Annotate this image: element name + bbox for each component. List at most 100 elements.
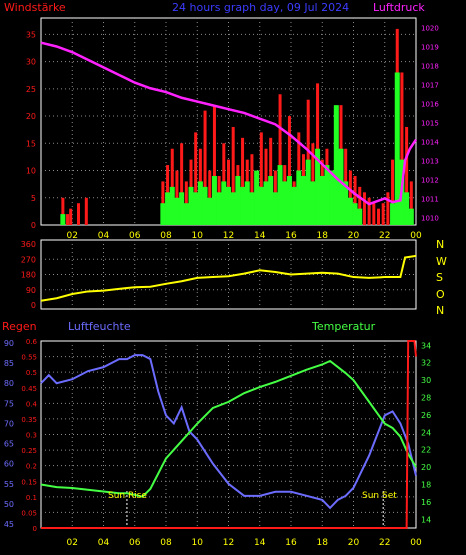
y-tick-label-rain: 0.35 (21, 416, 37, 424)
wind-speed-bar (259, 132, 263, 225)
y-tick-label-wind: 20 (26, 112, 36, 121)
wind-speed-bar (66, 214, 70, 225)
axis-ticks: 0510152025303510101011101210131014101510… (26, 24, 440, 241)
x-tick-label: 06 (129, 538, 141, 548)
wind-gust-bar (254, 170, 260, 225)
y-tick-label-direction: 0 (31, 301, 36, 310)
y-tick-label-temperature: 28 (421, 394, 431, 403)
wind-gust-bar (408, 208, 414, 225)
wind-gust-bar (291, 186, 297, 225)
x-tick-label: 02 (67, 231, 78, 241)
wind-gust-bar (277, 165, 283, 225)
x-tick-label: 08 (160, 538, 172, 548)
y-tick-label-temperature: 18 (421, 481, 431, 490)
y-tick-label-rain: 0.1 (26, 494, 37, 502)
wind-speed-bar (362, 192, 366, 225)
wind-pressure-panel: 0510152025303510101011101210131014101510… (4, 1, 439, 241)
wind-gust-bar (338, 148, 344, 225)
luftfeuchte-title: Luftfeuchte (68, 320, 131, 333)
y-tick-label-wind: 10 (26, 167, 36, 176)
x-tick-label: 20 (348, 538, 360, 548)
wind-speed-bar (372, 203, 376, 225)
y-tick-label-direction: 90 (26, 286, 36, 295)
axis-ticks: 45 50 55 60 65 70 75 80 85 90 0 0.05 0.1 0.15 0.2 0.25 0… (4, 338, 431, 548)
y-tick-label-pressure: 1019 (421, 43, 439, 51)
wind-gust-bar (221, 181, 227, 225)
y-tick-label-humidity: 70 (4, 419, 14, 428)
wind-speed-bar (180, 143, 184, 225)
y-tick-label-humidity: 85 (4, 359, 14, 368)
wind-direction-panel: 0 90 180 270 360 N W S O N (21, 238, 447, 317)
chart-title: 24 hours graph day, 09 Jul 2024 (172, 1, 349, 14)
y-tick-label-humidity: 75 (4, 399, 14, 408)
wind-gust-bar (263, 181, 269, 225)
wind-gust-bar (286, 175, 292, 225)
wind-gust-bar (319, 175, 325, 225)
wind-speed-bar (241, 137, 245, 225)
wind-gust-bar (174, 197, 180, 225)
wind-gust-bar (301, 175, 306, 225)
wind-gust-bar (357, 208, 363, 225)
wind-gust-bar (258, 186, 264, 225)
y-tick-label-pressure: 1012 (421, 176, 439, 184)
wind-speed-bar (84, 197, 88, 225)
y-tick-label-rain: 0.05 (21, 509, 37, 517)
wind-speed-bar (381, 203, 385, 225)
x-tick-label: 14 (254, 231, 266, 241)
x-tick-label: 00 (410, 538, 422, 548)
y-tick-label-wind: 15 (26, 139, 36, 148)
wind-speed-bar (203, 110, 207, 225)
y-tick-label-temperature: 20 (421, 463, 431, 472)
y-tick-label-pressure: 1020 (421, 24, 439, 32)
y-tick-label-pressure: 1015 (421, 119, 439, 127)
wind-gust-bar (282, 181, 288, 225)
x-tick-label: 14 (254, 538, 266, 548)
wind-gust-bar (216, 192, 222, 225)
wind-gust-bar (305, 159, 311, 225)
x-tick-label: 02 (67, 538, 78, 548)
wind-speed-bar (377, 208, 380, 225)
y-tick-label-temperature: 32 (421, 359, 431, 368)
wind-gust-bar (165, 192, 171, 225)
y-tick-label-pressure: 1018 (421, 62, 439, 70)
y-tick-label-pressure: 1016 (421, 100, 439, 108)
y-tick-label-rain: 0.6 (26, 338, 38, 346)
wind-gust-bar (333, 105, 339, 225)
x-tick-label: 16 (285, 231, 297, 241)
wind-gust-bar (179, 192, 185, 225)
y-tick-label-wind: 5 (31, 194, 36, 203)
y-tick-label-rain: 0.55 (21, 354, 37, 362)
wind-gust-bar (226, 186, 231, 225)
humidity-line (40, 354, 417, 510)
rain-humidity-temperature-panel: 45 50 55 60 65 70 75 80 85 90 0 0.05 0.1 0.15 0.2 0.25 0… (2, 320, 431, 548)
y-tick-label-temperature: 16 (421, 498, 431, 507)
wind-gust-bar (183, 203, 189, 225)
wind-speed-bar (391, 159, 395, 225)
dir-label-o: O (436, 288, 445, 301)
y-tick-label-wind: 30 (26, 58, 36, 67)
y-tick-label-direction: 270 (21, 255, 36, 264)
y-tick-label-temperature: 34 (421, 341, 431, 350)
wind-gust-bar (207, 197, 213, 225)
y-tick-label-pressure: 1010 (421, 214, 439, 222)
dir-label-n2: N (436, 304, 444, 317)
wind-gust-bar (230, 192, 236, 225)
x-tick-label: 06 (129, 231, 141, 241)
wind-speed-bar (358, 186, 362, 225)
wind-gust-bar (329, 170, 335, 225)
y-tick-label-humidity: 45 (4, 520, 14, 529)
wind-direction-line (40, 254, 417, 302)
temperatur-title: Temperatur (311, 320, 376, 333)
x-tick-label: 20 (348, 231, 360, 241)
y-tick-label-rain: 0.5 (26, 369, 37, 377)
y-tick-label-rain: 0.45 (21, 385, 37, 393)
y-tick-label-humidity: 60 (4, 460, 14, 469)
wind-gust-bar (193, 192, 199, 225)
dir-label-n1: N (436, 238, 444, 251)
y-tick-label-wind: 0 (31, 221, 36, 230)
x-tick-label: 18 (317, 538, 329, 548)
y-tick-label-humidity: 80 (4, 379, 14, 388)
wind-gust-bar (160, 203, 166, 225)
wind-gust-bar (188, 186, 194, 225)
